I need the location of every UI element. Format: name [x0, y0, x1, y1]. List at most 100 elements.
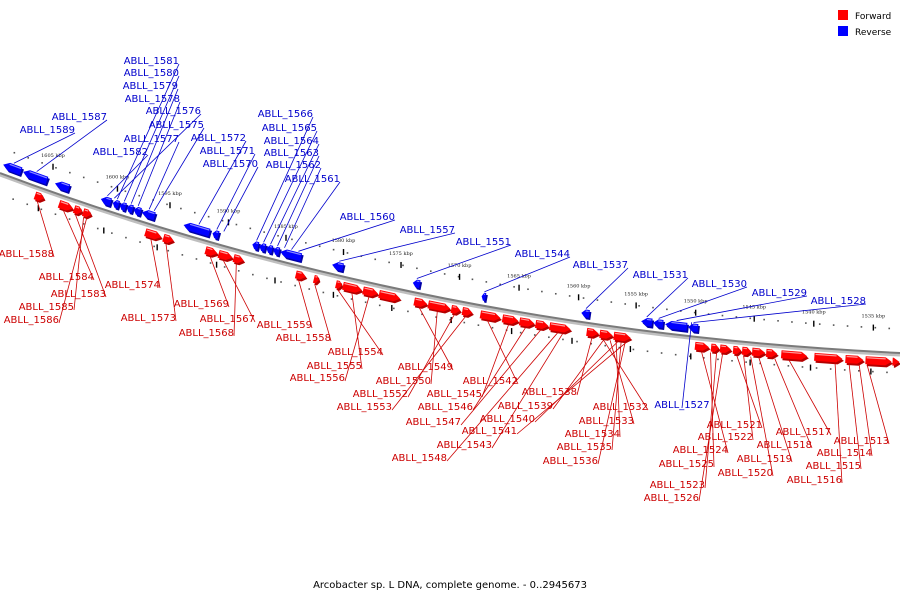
ruler-dot — [181, 254, 184, 256]
genome-caption: Arcobacter sp. L DNA, complete genome. -… — [313, 580, 587, 591]
leader-line — [36, 201, 55, 258]
ruler-dot — [717, 358, 719, 361]
ruler-dot — [888, 327, 891, 330]
gene-label: ABLL_1522 — [698, 432, 753, 443]
ruler-dot — [541, 290, 543, 293]
ruler-dot — [624, 303, 627, 305]
ruler-dot — [207, 215, 210, 218]
legend-label-forward: Forward — [855, 12, 891, 22]
forward-gene-arrow — [144, 228, 163, 242]
ruler-dot — [485, 281, 488, 283]
leader-line — [848, 364, 862, 470]
gene-label: ABLL_1518 — [757, 440, 812, 451]
gene-label: ABLL_1551 — [456, 237, 511, 248]
forward-gene-arrow — [362, 286, 380, 299]
leader-line — [233, 263, 237, 337]
gene-label: ABLL_1564 — [264, 136, 319, 147]
forward-gene-arrow — [81, 208, 93, 220]
ruler-dot — [457, 275, 460, 278]
ruler-dot — [193, 211, 196, 214]
kbp-label: 1555 kbp — [624, 291, 648, 297]
gene-label: ABLL_1520 — [718, 468, 773, 479]
leader-line — [270, 143, 320, 245]
reverse-gene-arrow — [581, 309, 592, 321]
leader-line — [516, 342, 627, 435]
reverse-gene-arrow — [3, 162, 24, 178]
ruler-dot — [477, 324, 480, 326]
reverse-gene-arrow — [280, 249, 304, 264]
ruler-dot — [846, 325, 849, 327]
gene-label: ABLL_1521 — [707, 420, 762, 431]
ruler-dot — [416, 267, 418, 270]
ruler-dot — [829, 368, 832, 370]
gene-label: ABLL_1561 — [285, 174, 340, 185]
reverse-gene-arrow — [332, 262, 346, 274]
backbone-line — [0, 172, 900, 354]
gene-label: ABLL_1578 — [125, 94, 180, 105]
leader-line — [491, 333, 564, 449]
forward-gene-arrow — [501, 314, 520, 327]
reverse-gene-arrow — [252, 241, 261, 252]
forward-gene-arrow — [586, 327, 601, 339]
ruler-dot — [82, 176, 85, 179]
kbp-label: 1595 kbp — [158, 191, 182, 197]
forward-gene-arrow — [450, 304, 462, 316]
forward-gene-arrow — [162, 233, 175, 246]
forward-gene-arrow — [814, 352, 844, 365]
ruler-dot — [166, 203, 168, 206]
ruler-dot — [554, 292, 557, 295]
leader-line — [743, 355, 754, 441]
forward-gene-arrow — [413, 297, 429, 309]
gene-label: ABLL_1570 — [203, 159, 258, 170]
ruler-dot — [787, 365, 790, 367]
ruler-dot — [153, 245, 155, 248]
ruler-dot — [568, 295, 571, 297]
ruler-dot — [703, 357, 705, 359]
leader-line — [460, 329, 542, 426]
ruler-dot — [872, 370, 874, 373]
leader-line — [693, 303, 867, 323]
gene-label: ABLL_1558 — [276, 333, 331, 344]
ruler-dot — [818, 323, 821, 325]
ruler-dot — [731, 359, 733, 362]
leader-line — [446, 332, 559, 462]
ruler-dot — [41, 162, 43, 164]
gene-label: ABLL_1528 — [811, 296, 866, 307]
forward-gene-arrow — [719, 344, 733, 356]
leader-line — [481, 324, 509, 398]
leader-line — [552, 339, 605, 410]
ruler-dot — [443, 273, 446, 275]
gene-label: ABLL_1583 — [51, 289, 106, 300]
reverse-gene-arrow — [688, 323, 700, 335]
ruler-dot — [125, 236, 127, 239]
reverse-gene-arrow — [266, 245, 275, 256]
gene-label: ABLL_1580 — [124, 68, 179, 79]
ruler-dot — [610, 301, 613, 303]
forward-gene-arrow — [732, 345, 743, 357]
gene-label: ABLL_1543 — [437, 440, 492, 451]
kbp-label: 1535 kbp — [861, 314, 885, 320]
gene-label: ABLL_1576 — [146, 106, 201, 117]
leader-line — [602, 339, 649, 411]
gene-label: ABLL_1514 — [817, 448, 872, 459]
gene-label: ABLL_1540 — [480, 414, 535, 425]
ruler-dot — [167, 249, 170, 252]
reverse-gene-arrow — [481, 292, 488, 303]
ruler-dot — [110, 185, 113, 188]
genome-backbone — [0, 172, 900, 357]
leader-line — [472, 327, 527, 411]
forward-gene-arrow — [342, 281, 364, 295]
ruler-dot — [138, 194, 141, 197]
leader-line — [150, 239, 161, 289]
gene-label: ABLL_1537 — [573, 260, 628, 271]
forward-gene-arrow — [613, 331, 633, 344]
forward-gene-arrow — [518, 317, 537, 329]
reverse-gene-arrow — [112, 200, 122, 211]
ruler-dot — [707, 313, 710, 315]
ruler-dot — [266, 277, 268, 280]
forward-gene-arrow — [780, 350, 809, 362]
ruler-dot — [533, 334, 536, 336]
ruler-dot — [421, 313, 423, 316]
ruler-dot — [294, 284, 296, 287]
